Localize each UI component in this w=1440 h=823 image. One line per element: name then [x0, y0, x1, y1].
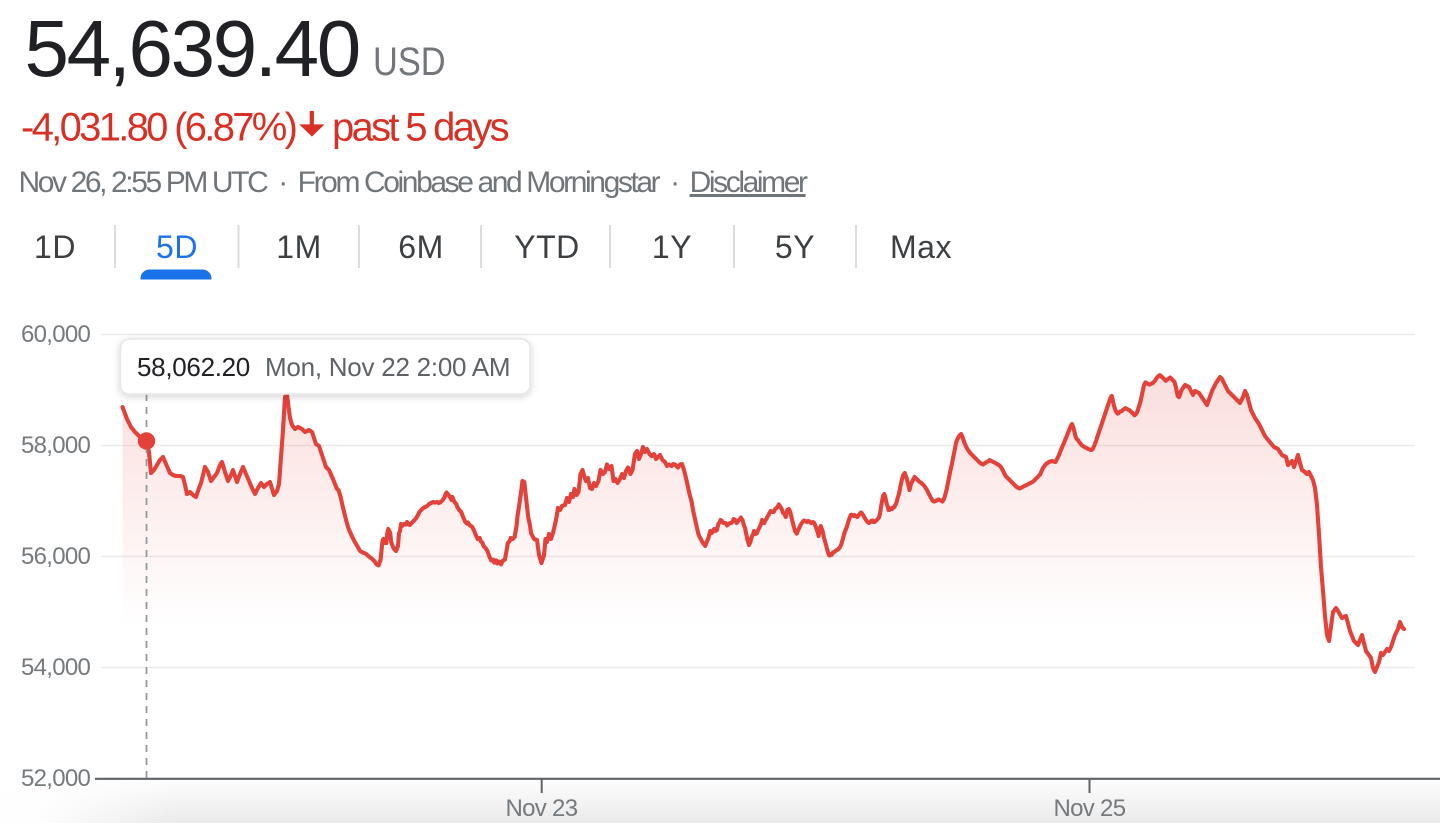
svg-text:54,639.40: 54,639.40 [25, 4, 359, 93]
svg-text:58,000: 58,000 [21, 432, 91, 459]
svg-text:58,062.20: 58,062.20 [137, 352, 250, 382]
svg-text:5D: 5D [156, 229, 198, 265]
svg-text:past 5 days: past 5 days [332, 106, 509, 150]
svg-text:USD: USD [373, 39, 446, 84]
svg-text:Nov 25: Nov 25 [1054, 795, 1126, 822]
svg-text:56,000: 56,000 [21, 543, 91, 570]
svg-text:1Y: 1Y [652, 229, 692, 265]
svg-text:5Y: 5Y [775, 229, 815, 265]
svg-text:54,000: 54,000 [21, 654, 91, 681]
svg-text:1M: 1M [276, 229, 321, 265]
svg-text:Nov 23: Nov 23 [506, 795, 578, 822]
svg-text:6M: 6M [398, 229, 443, 265]
svg-text:52,000: 52,000 [21, 765, 91, 792]
svg-text:1D: 1D [34, 229, 76, 265]
svg-text:-4,031.80 (6.87%): -4,031.80 (6.87%) [21, 106, 296, 150]
svg-text:Mon, Nov 22 2:00 AM: Mon, Nov 22 2:00 AM [265, 352, 510, 382]
svg-text:Nov 26, 2:55 PM UTC · From C: Nov 26, 2:55 PM UTC · From Coinbase and … [19, 166, 809, 199]
svg-text:Max: Max [890, 229, 952, 265]
svg-text:60,000: 60,000 [21, 321, 91, 348]
svg-text:YTD: YTD [514, 229, 580, 265]
